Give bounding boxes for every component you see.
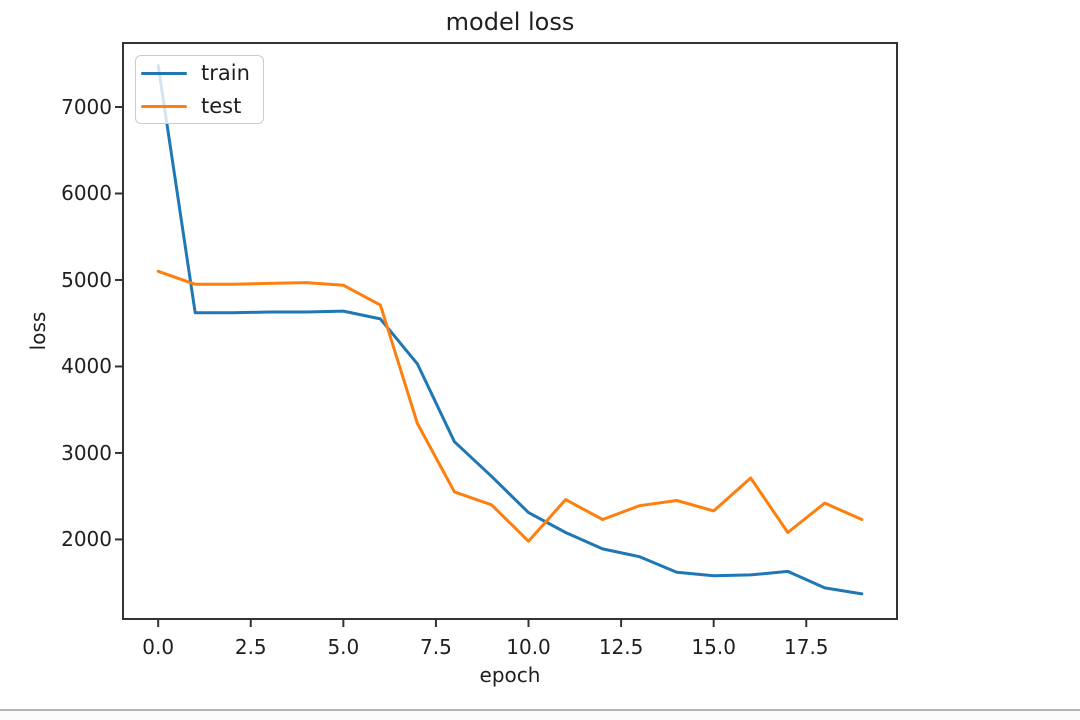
x-axis-label: epoch (479, 663, 541, 687)
y-tick-label: 7000 (61, 95, 112, 119)
footer-strip (0, 711, 1080, 720)
test-line (156, 269, 864, 543)
x-tick-label: 5.0 (327, 635, 360, 659)
legend-label-train: train (201, 61, 250, 85)
y-axis-label: loss (26, 311, 50, 351)
y-tick-label: 3000 (61, 440, 112, 465)
x-tick-label: 0.0 (142, 635, 175, 659)
legend: train test (135, 55, 264, 124)
legend-item-train: train (141, 57, 263, 90)
y-tick-label: 6000 (61, 181, 112, 206)
x-tick-label: 7.5 (420, 635, 452, 659)
train-line-swatch (141, 71, 187, 75)
x-tick-label: 17.5 (784, 635, 829, 659)
plot-frame (122, 42, 898, 620)
x-tick-label: 10.0 (506, 635, 551, 659)
y-tick-label: 4000 (61, 354, 112, 379)
legend-label-test: test (201, 94, 242, 118)
page-divider (0, 709, 1080, 711)
legend-item-test: test (141, 90, 263, 123)
y-tick-label: 2000 (61, 527, 112, 552)
y-tick-label: 5000 (61, 267, 112, 292)
test-line-swatch (141, 104, 187, 108)
x-tick-label: 15.0 (691, 635, 736, 659)
x-tick-label: 2.5 (234, 635, 267, 659)
train-line (156, 64, 864, 596)
chart-title: model loss (445, 8, 575, 36)
x-tick-label: 12.5 (598, 635, 644, 659)
